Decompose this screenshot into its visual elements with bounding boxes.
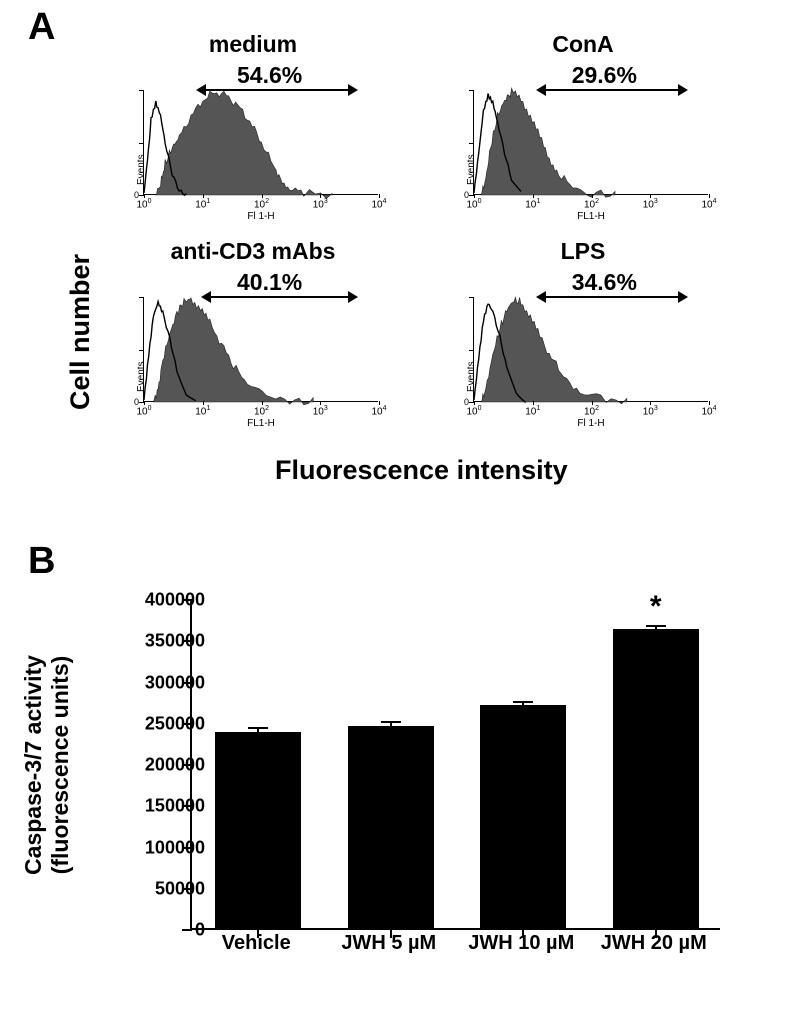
bar-y-tick-label: 400000 [145,590,205,611]
panel-a-x-axis-label: Fluorescence intensity [275,455,568,486]
bar-y-tick-label: 250000 [145,713,205,734]
bar [215,732,301,928]
panel-a-y-axis-label: Cell number [65,254,96,410]
bar-y-tick-label: 300000 [145,672,205,693]
panel-b-label: B [28,540,55,583]
x-tick: 102 [254,405,269,417]
histogram-plot: EventsFL1-H1001011021031040 [473,90,708,195]
histogram-cell: medium54.6%EventsFl 1-H1001011021031040 [113,35,393,230]
bar-y-tick-label: 0 [195,920,205,941]
x-tick: 104 [371,405,386,417]
bar [613,629,699,928]
bar-x-label: JWH 10 µM [468,932,574,955]
histogram-fl1h-label: Fl 1-H [577,418,604,429]
error-bar-cap [513,701,533,703]
x-tick: 103 [313,198,328,210]
x-tick: 103 [643,405,658,417]
histogram-plot: EventsFL1-H1001011021031040 [143,297,378,402]
histogram-grid: medium54.6%EventsFl 1-H1001011021031040C… [55,35,695,437]
bar-chart: * [190,600,720,930]
histogram-percent: 40.1% [237,269,302,296]
bar-x-label: Vehicle [222,932,291,955]
histogram-fl1h-label: FL1-H [577,211,605,222]
histogram-filled [156,91,332,198]
panel-b-y-axis-label: Caspase-3/7 activity(fluorescence units) [20,655,74,875]
x-tick: 102 [254,198,269,210]
panel-a-label: A [28,6,55,49]
bar-y-tick-label: 200000 [145,755,205,776]
x-tick: 102 [584,198,599,210]
error-bar-cap [248,727,268,729]
bar-y-tick-label: 150000 [145,796,205,817]
x-tick: 101 [195,198,210,210]
histogram-fl1h-label: FL1-H [247,418,275,429]
histogram-title: LPS [561,238,606,265]
x-tick: 104 [701,198,716,210]
bar [480,705,566,928]
x-tick: 101 [525,405,540,417]
bar-y-tick-label: 350000 [145,631,205,652]
significance-marker: * [650,590,662,624]
x-tick: 103 [643,198,658,210]
histogram-filled [153,298,313,405]
error-bar-cap [646,625,666,627]
histogram-percent: 29.6% [572,62,637,89]
panel-b: * 0 50000 100000 150000 200000 250000 300000 35… [90,590,750,995]
histogram-percent: 34.6% [572,269,637,296]
histogram-plot: EventsFl 1-H1001011021031040 [143,90,378,195]
bar [348,726,434,928]
histogram-fl1h-label: Fl 1-H [247,211,274,222]
histogram-filled [481,88,615,197]
x-tick: 103 [313,405,328,417]
bar-x-label: JWH 5 µM [341,932,436,955]
histogram-cell: anti-CD3 mAbs40.1%EventsFL1-H10010110210… [113,242,393,437]
histogram-percent: 54.6% [237,62,302,89]
x-tick: 101 [195,405,210,417]
x-tick: 104 [701,405,716,417]
histogram-plot: EventsFl 1-H1001011021031040 [473,297,708,402]
bar-x-label: JWH 20 µM [601,932,707,955]
x-tick: 101 [525,198,540,210]
error-bar-cap [381,721,401,723]
histogram-title: anti-CD3 mAbs [171,238,336,265]
figure-root: A medium54.6%EventsFl 1-H100101102103104… [0,0,800,1035]
panel-a: medium54.6%EventsFl 1-H1001011021031040C… [55,35,755,475]
histogram-cell: ConA29.6%EventsFL1-H1001011021031040 [443,35,723,230]
bar-y-tick-label: 50000 [155,878,205,899]
histogram-cell: LPS34.6%EventsFl 1-H1001011021031040 [443,242,723,437]
histogram-title: ConA [552,31,613,58]
x-tick: 102 [584,405,599,417]
bar-y-tick-label: 100000 [145,837,205,858]
histogram-title: medium [209,31,297,58]
x-tick: 104 [371,198,386,210]
